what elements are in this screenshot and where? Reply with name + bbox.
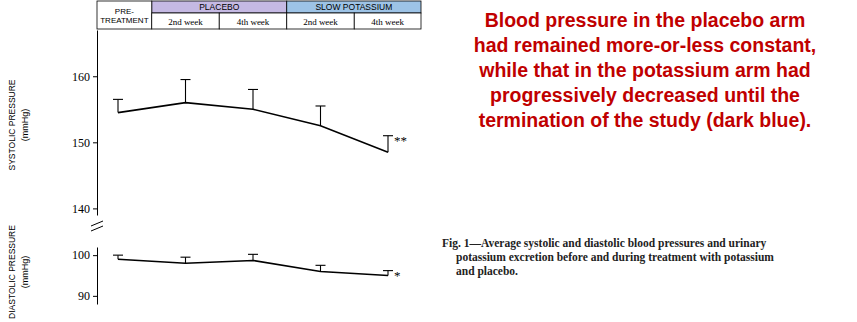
header-cell <box>97 1 152 29</box>
tick-mark <box>93 296 97 297</box>
y-tick: 160 <box>72 70 97 84</box>
header-category-label: 4th week <box>371 17 404 27</box>
error-bar <box>185 80 186 103</box>
annotation-text: termination of the study (dark blue). <box>479 109 812 131</box>
header-group-cell <box>287 1 421 13</box>
error-bar-cap <box>248 89 258 90</box>
y-axis: 90 100 <box>72 248 98 305</box>
axis-break <box>91 221 103 231</box>
error-bar-cap <box>113 99 123 100</box>
data-line <box>118 259 388 275</box>
y-axis-title: (mmHg) <box>20 256 30 289</box>
error-bar <box>185 257 186 263</box>
axis-line <box>97 248 98 305</box>
y-axis-title: SYSTOLIC PRESSURE <box>7 79 17 170</box>
plot-area <box>113 254 393 275</box>
error-bar <box>320 106 321 126</box>
annotation-text: while that in the potassium arm had <box>478 59 811 81</box>
header-cell <box>354 13 421 29</box>
tick-mark <box>93 76 97 77</box>
axis-line <box>97 31 98 216</box>
tick-mark <box>93 142 97 143</box>
error-bar <box>320 265 321 271</box>
error-bar-cap <box>383 270 393 271</box>
error-bar-cap <box>316 105 326 106</box>
tick-label: 100 <box>72 248 90 262</box>
tick-label: 140 <box>72 202 90 216</box>
y-tick: 150 <box>72 136 97 150</box>
header-group-label: PLACEBO <box>199 2 240 12</box>
y-axis: 140 150 160 <box>72 31 98 216</box>
y-tick: 140 <box>72 202 97 216</box>
tick-label: 90 <box>78 289 90 303</box>
header-category-label: 4th week <box>237 17 270 27</box>
caption-text: and placebo. <box>456 265 518 278</box>
annotation-text: had remained more-or-less constant, <box>474 34 816 56</box>
error-bar <box>117 255 118 259</box>
break-mark <box>91 221 103 226</box>
error-bar-cap <box>181 257 191 258</box>
error-bar <box>387 271 388 276</box>
header-table: PLACEBO SLOW POTASSIUM PRE-TREATMENT 2nd we… <box>97 1 421 29</box>
y-axis-title: (mmHg) <box>20 109 30 142</box>
error-bar-cap <box>383 135 393 136</box>
plot-area <box>113 80 393 153</box>
caption-text: potassium excretion before and during tr… <box>456 251 774 264</box>
header-category-label: 2nd week <box>303 17 338 27</box>
annotation-text: Blood pressure in the placebo arm <box>485 9 806 31</box>
error-bar <box>252 254 253 260</box>
break-mark <box>91 226 103 231</box>
header-category-label: PRE-TREATMENT <box>100 7 148 25</box>
tick-label: 160 <box>72 70 90 84</box>
error-bar-cap <box>181 79 191 80</box>
y-tick: 100 <box>72 248 97 262</box>
tick-label: 150 <box>72 136 90 150</box>
tick-mark <box>93 208 97 209</box>
error-bar-cap <box>316 265 326 266</box>
data-line <box>118 103 388 153</box>
annotation-text: progressively decreased until the <box>490 84 800 106</box>
header-cell <box>152 13 220 29</box>
header-group-cell <box>152 1 287 13</box>
caption-text: Fig. 1—Average systolic and diastolic bl… <box>442 237 767 250</box>
error-bar <box>252 89 253 109</box>
header-cell <box>219 13 287 29</box>
error-bar <box>387 136 388 153</box>
header-cell <box>287 13 355 29</box>
error-bar-cap <box>113 255 123 256</box>
y-tick: 90 <box>78 289 97 303</box>
chart-figure: PLACEBO SLOW POTASSIUM PRE-TREATMENT 2nd we… <box>0 0 857 322</box>
header-category-label: 2nd week <box>168 17 203 27</box>
significance-marker: ** <box>394 133 407 148</box>
significance-marker: * <box>394 268 401 283</box>
y-axis-title: DIASTOLIC PRESSURE <box>7 225 17 319</box>
tick-mark <box>93 255 97 256</box>
error-bar-cap <box>248 254 258 255</box>
header-group-label: SLOW POTASSIUM <box>315 2 392 12</box>
error-bar <box>117 99 118 112</box>
